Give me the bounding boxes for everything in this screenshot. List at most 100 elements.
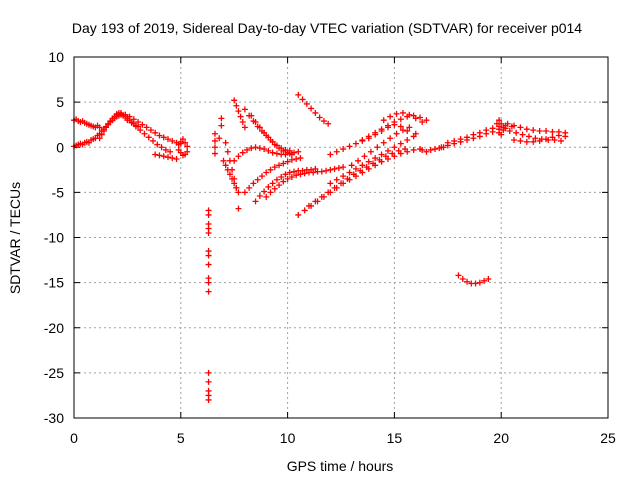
data-point (399, 109, 406, 116)
data-point (519, 131, 526, 138)
data-point (130, 116, 137, 123)
data-point (256, 145, 263, 152)
series-arc-2 (71, 116, 103, 131)
data-point (299, 96, 306, 103)
x-tick-label: 15 (387, 430, 403, 446)
data-point (472, 280, 479, 287)
data-point (162, 146, 169, 153)
data-point (248, 145, 255, 152)
series-arc-9 (220, 157, 242, 196)
series-arc-24 (359, 112, 430, 144)
data-point (378, 151, 385, 158)
data-point (404, 137, 411, 144)
data-point (241, 106, 248, 113)
data-point (305, 202, 312, 209)
data-point (98, 131, 105, 138)
data-point (184, 148, 191, 155)
data-point (295, 148, 302, 155)
data-point (374, 144, 381, 151)
data-point (235, 153, 242, 160)
data-point (543, 136, 550, 143)
data-point (532, 135, 539, 142)
data-point (419, 118, 426, 125)
y-tick-label: -25 (44, 365, 64, 381)
data-point (278, 174, 285, 181)
series-arc-21 (327, 133, 417, 187)
data-point (267, 189, 274, 196)
data-point (536, 128, 543, 135)
data-point (325, 120, 332, 127)
data-point (555, 132, 562, 139)
data-point (160, 153, 167, 160)
y-tick-label: 10 (48, 49, 64, 65)
data-point (239, 149, 246, 156)
x-tick-label: 25 (600, 430, 616, 446)
data-point (169, 137, 176, 144)
series-arc-23 (348, 124, 419, 169)
data-point (182, 139, 189, 146)
data-point (222, 162, 229, 169)
data-point (549, 134, 556, 141)
data-point (96, 135, 103, 142)
data-point (387, 135, 394, 142)
data-point (295, 211, 302, 218)
data-point (269, 180, 276, 187)
data-point (211, 144, 218, 151)
data-point (485, 276, 492, 283)
data-point (241, 124, 248, 131)
data-point (384, 122, 391, 129)
data-point (226, 171, 233, 178)
data-point (132, 123, 139, 130)
data-point (513, 129, 520, 136)
series-arc-7 (175, 136, 191, 159)
data-point (387, 113, 394, 120)
data-point (444, 139, 451, 146)
series-arc-11 (231, 97, 248, 131)
data-point (523, 138, 530, 145)
data-point (295, 91, 302, 98)
series-arc-4 (113, 109, 184, 147)
data-point (464, 134, 471, 141)
data-point (365, 133, 372, 140)
data-point (438, 144, 445, 151)
data-point (179, 136, 186, 143)
data-point (363, 164, 370, 171)
data-point (459, 276, 466, 283)
data-point (291, 149, 298, 156)
data-point (252, 144, 259, 151)
series-arc-19 (295, 146, 424, 218)
data-point (237, 113, 244, 120)
data-point (233, 184, 240, 191)
data-point (218, 115, 225, 122)
data-point (173, 155, 180, 162)
data-point (517, 124, 524, 131)
data-point (293, 172, 300, 179)
data-points (71, 91, 569, 403)
data-point (158, 144, 165, 151)
data-point (169, 155, 176, 162)
data-point (291, 168, 298, 175)
data-point (402, 146, 409, 153)
data-point (273, 176, 280, 183)
data-point (327, 151, 334, 158)
series-arc-20 (305, 146, 409, 209)
data-point (357, 167, 364, 174)
data-point (280, 160, 287, 167)
data-point (160, 134, 167, 141)
data-point (250, 180, 257, 187)
data-point (308, 105, 315, 112)
data-point (320, 118, 327, 125)
data-point (303, 100, 310, 107)
data-point (244, 146, 251, 153)
data-point (500, 127, 507, 134)
data-point (498, 131, 505, 138)
data-point (395, 147, 402, 154)
data-point (261, 129, 268, 136)
data-point (128, 119, 135, 126)
data-point (391, 144, 398, 151)
data-point (269, 138, 276, 145)
data-point (427, 146, 434, 153)
data-point (235, 205, 242, 212)
series-arc-33 (511, 132, 569, 145)
